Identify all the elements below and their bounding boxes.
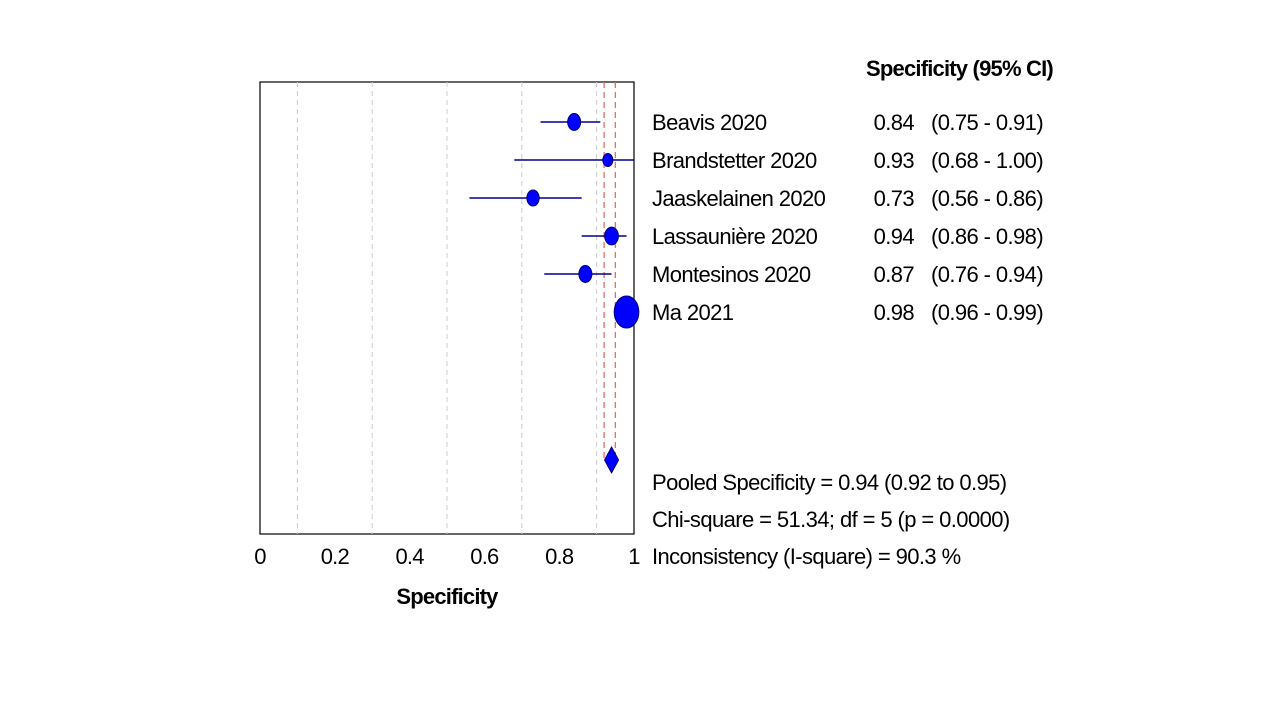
study-ci-label: (0.68 - 1.00) xyxy=(931,148,1043,173)
confidence-intervals xyxy=(469,121,634,313)
study-estimate: 0.84 xyxy=(874,110,915,135)
study-ci-label: (0.56 - 0.86) xyxy=(931,186,1043,211)
x-axis-label: Specificity xyxy=(396,584,499,609)
study-point-marker xyxy=(602,152,614,168)
column-header: Specificity (95% CI) xyxy=(866,56,1053,81)
study-estimate: 0.87 xyxy=(874,262,915,287)
study-name: Montesinos 2020 xyxy=(652,262,811,287)
summary-line: Pooled Specificity = 0.94 (0.92 to 0.95) xyxy=(652,470,1007,495)
study-ci-label: (0.96 - 0.99) xyxy=(931,300,1043,325)
minor-gridlines xyxy=(296,82,598,534)
study-name: Brandstetter 2020 xyxy=(652,148,817,173)
study-labels: Beavis 2020 0.84 (0.75 - 0.91) Brandstetter… xyxy=(652,110,1044,325)
study-markers xyxy=(526,113,640,475)
x-tick-label: 0.8 xyxy=(545,544,574,569)
study-point-marker xyxy=(578,265,593,283)
study-name: Ma 2021 xyxy=(652,300,734,325)
summary-line: Inconsistency (I-square) = 90.3 % xyxy=(652,544,961,569)
study-estimate: 0.93 xyxy=(874,148,915,173)
x-tick-label: 1 xyxy=(628,544,640,569)
summary-line: Chi-square = 51.34; df = 5 (p = 0.0000) xyxy=(652,507,1010,532)
pooled-estimate-diamond xyxy=(603,445,620,475)
x-axis-tick-labels: 0 0.2 0.4 0.6 0.8 1 xyxy=(254,544,641,569)
pooled-reference-lines xyxy=(603,82,616,460)
study-point-marker xyxy=(526,189,540,207)
study-name: Lassaunière 2020 xyxy=(652,224,818,249)
study-point-marker xyxy=(604,226,619,246)
study-estimate: 0.98 xyxy=(874,300,915,325)
study-ci-label: (0.76 - 0.94) xyxy=(931,262,1043,287)
study-name: Beavis 2020 xyxy=(652,110,767,135)
study-estimate: 0.73 xyxy=(874,186,915,211)
study-ci-label: (0.75 - 0.91) xyxy=(931,110,1043,135)
study-estimate: 0.94 xyxy=(874,224,915,249)
x-tick-label: 0.4 xyxy=(396,544,425,569)
x-tick-label: 0.2 xyxy=(321,544,350,569)
x-tick-label: 0 xyxy=(254,544,266,569)
study-ci-label: (0.86 - 0.98) xyxy=(931,224,1043,249)
study-name: Jaaskelainen 2020 xyxy=(652,186,826,211)
summary-statistics: Pooled Specificity = 0.94 (0.92 to 0.95)… xyxy=(652,470,1010,569)
study-point-marker xyxy=(613,295,640,329)
study-point-marker xyxy=(567,113,582,131)
x-tick-label: 0.6 xyxy=(470,544,499,569)
